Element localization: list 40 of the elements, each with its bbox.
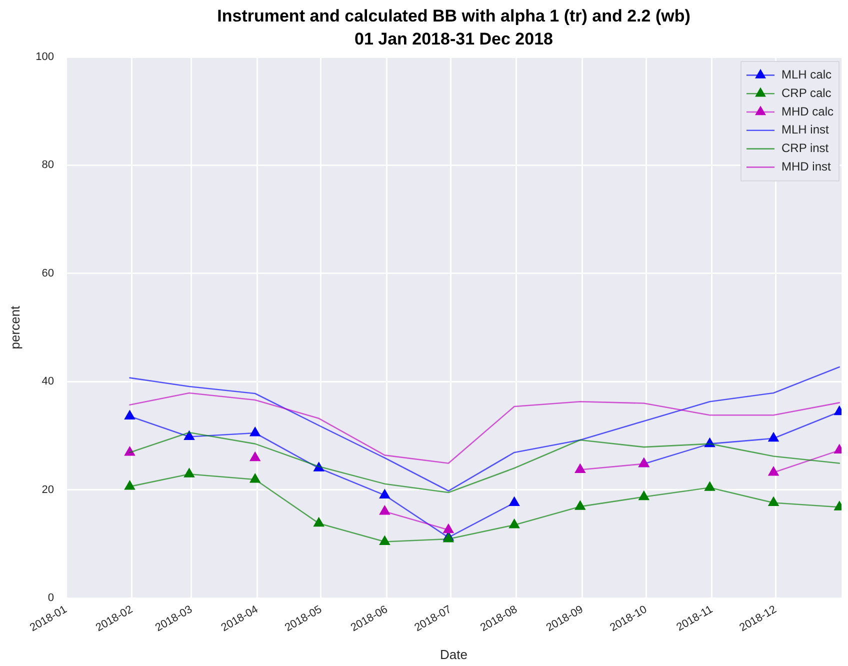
legend-label: MHD inst	[782, 160, 832, 174]
legend-label: CRP inst	[782, 141, 830, 156]
point	[638, 490, 650, 500]
legend-label: MHD calc	[782, 104, 834, 118]
y-axis-title: percent	[7, 305, 22, 350]
point	[250, 452, 260, 462]
point	[379, 505, 390, 515]
chart-title: Instrument and calculated BB with alpha 1 (tr) and 2.2 (wb)	[217, 6, 690, 26]
chart-subtitle: 01 Jan 2018-31 Dec 2018	[354, 30, 553, 49]
point	[250, 474, 260, 483]
point	[184, 468, 194, 478]
y-tick-label: 60	[42, 267, 54, 280]
legend-label: MLH inst	[782, 122, 830, 137]
point	[379, 489, 390, 498]
y-tick-label: 80	[42, 159, 54, 172]
point	[250, 426, 260, 436]
point	[574, 500, 586, 510]
point	[314, 462, 324, 472]
point	[124, 446, 136, 456]
point	[574, 464, 586, 474]
y-tick-label: 20	[42, 484, 54, 496]
point	[314, 517, 324, 527]
x-axis-title: Date	[440, 646, 468, 662]
point	[124, 410, 136, 420]
point	[509, 496, 520, 506]
point	[124, 480, 136, 490]
legend-label: MLH calc	[782, 68, 832, 82]
point	[443, 524, 454, 534]
point	[184, 430, 194, 440]
point	[768, 432, 779, 442]
y-tick-label: 0	[48, 592, 54, 604]
legend-label: CRP calc	[782, 86, 832, 100]
point	[379, 536, 390, 545]
point	[704, 482, 716, 491]
point	[509, 518, 520, 528]
point	[704, 438, 716, 448]
point	[768, 466, 779, 476]
point	[768, 496, 779, 506]
y-tick-label: 40	[42, 376, 54, 388]
y-tick-label: 100	[36, 51, 54, 64]
